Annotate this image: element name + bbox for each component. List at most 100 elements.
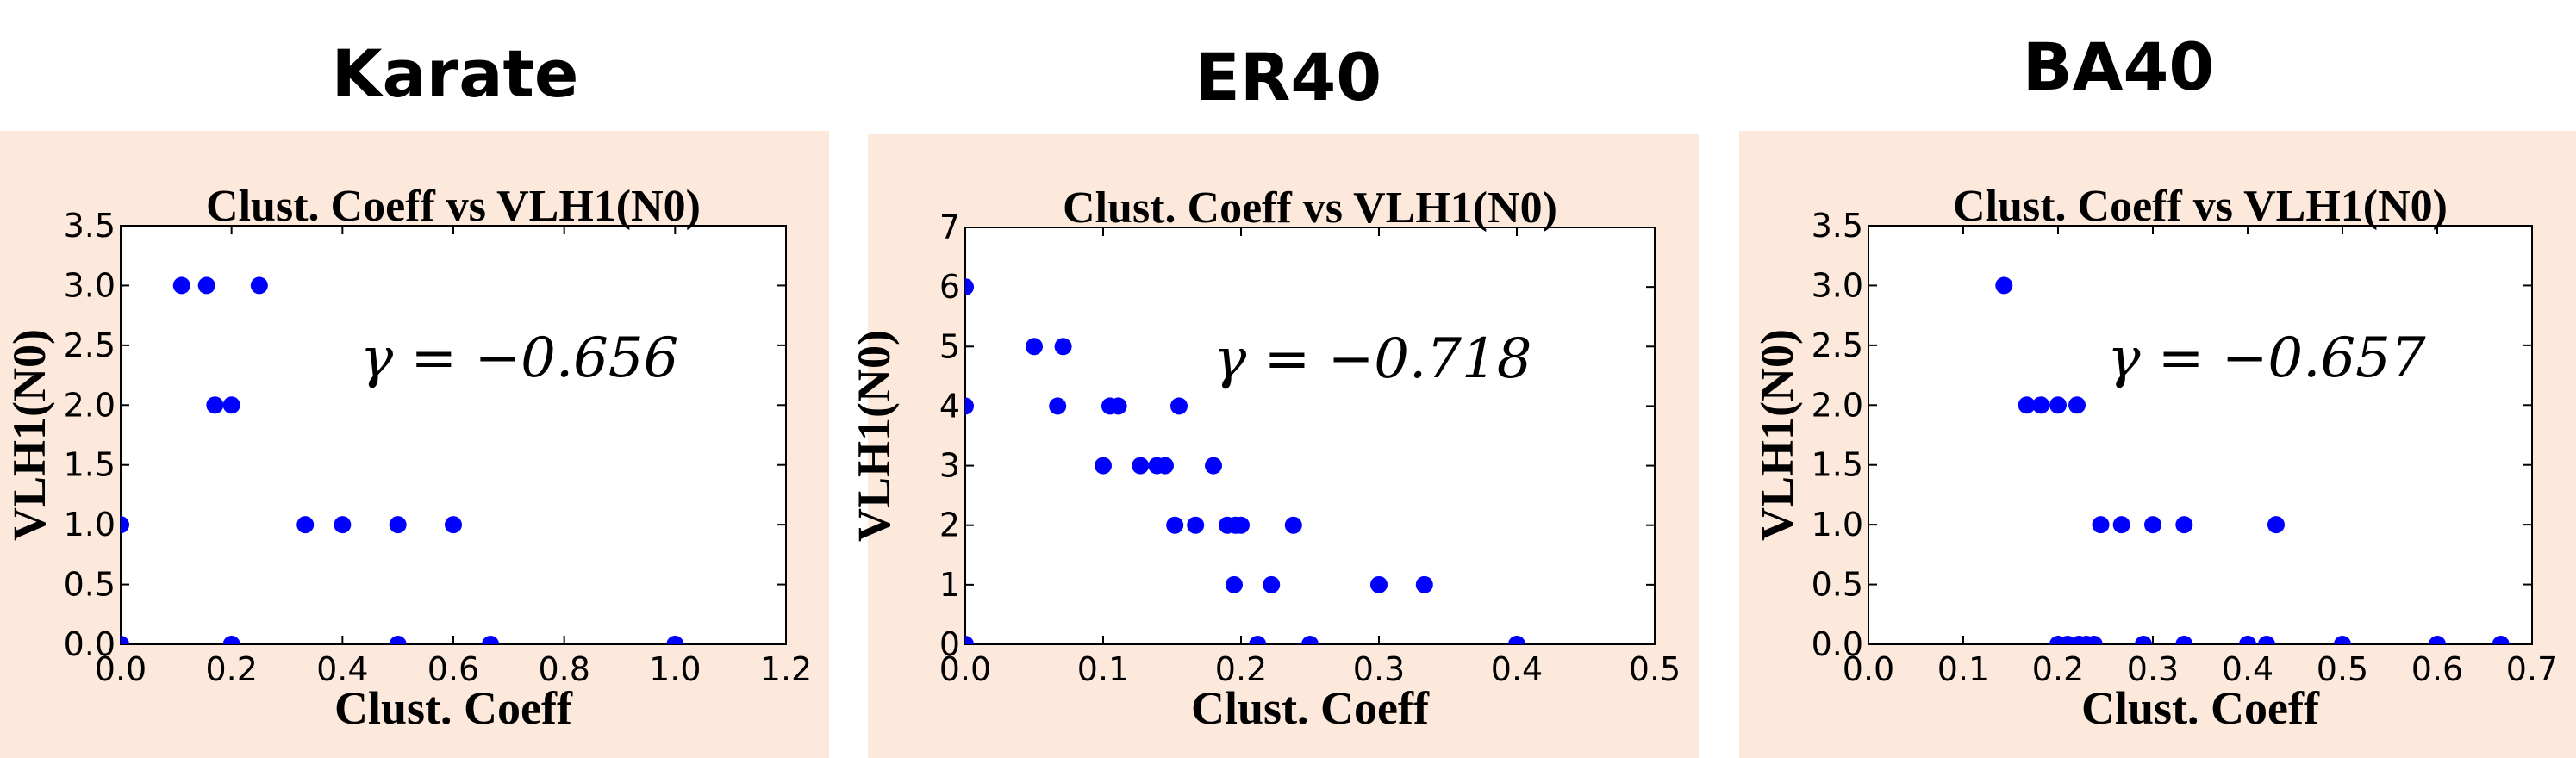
y-tick-label: 1.5 <box>64 446 115 484</box>
data-point <box>250 276 268 295</box>
data-point <box>1187 516 1205 534</box>
data-point <box>2492 636 2510 644</box>
data-point <box>1157 457 1174 475</box>
x-tick-label: 0.0 <box>939 650 991 688</box>
correlation-annotation: γ = −0.656 <box>360 326 678 390</box>
data-point <box>965 397 974 415</box>
x-tick-label: 0.1 <box>1077 650 1129 688</box>
x-tick-label: 1.2 <box>760 650 812 688</box>
scatter-points <box>1995 276 2510 644</box>
plot-area <box>964 227 1656 645</box>
data-point <box>296 516 315 534</box>
x-tick-label: 0.4 <box>316 650 368 688</box>
data-point <box>2135 636 2152 644</box>
x-tick-label: 0.6 <box>2411 650 2463 688</box>
y-tick-label: 2.0 <box>64 386 115 424</box>
data-point <box>1301 636 1319 644</box>
data-point <box>1370 575 1388 593</box>
x-axis-label: Clust. Coeff <box>334 682 573 734</box>
x-tick-label: 0.4 <box>2222 650 2273 688</box>
y-tick-label: 2.5 <box>1812 326 1863 364</box>
chart-title: Clust. Coeff vs VLH1(N0) <box>1063 183 1557 233</box>
chart-ba40: Clust. Coeff vs VLH1(N0) 0.0 0.1 0.2 0.3 0.4 0… <box>1739 131 2576 758</box>
data-point <box>965 278 974 296</box>
data-point <box>965 636 974 644</box>
heading-karate: Karate <box>331 35 579 112</box>
data-point <box>1249 636 1267 644</box>
chart-karate: Clust. Coeff vs VLH1(N0) 0.0 0.2 0.4 0.6 0.8 1… <box>0 131 829 758</box>
y-tick-label: 0 <box>939 625 960 663</box>
data-point <box>2068 396 2086 414</box>
data-point <box>666 636 684 644</box>
data-point <box>1995 276 2013 295</box>
y-tick-label: 1.5 <box>1812 446 1863 484</box>
plot-area <box>1868 225 2533 645</box>
data-point <box>1263 575 1281 593</box>
data-point <box>2049 396 2067 414</box>
heading-er40: ER40 <box>1194 39 1382 115</box>
scatter-points <box>121 276 684 644</box>
y-tick-label: 3.0 <box>1812 266 1863 304</box>
x-tick-label: 0.2 <box>1215 650 1267 688</box>
data-point <box>172 276 190 295</box>
y-tick-label: 0.5 <box>64 566 115 604</box>
x-tick-label: 0.5 <box>1629 650 1681 688</box>
data-point <box>2239 636 2256 644</box>
y-tick-label: 6 <box>939 268 960 306</box>
y-axis-label: VLH1(N0) <box>3 329 55 541</box>
x-tick-label: 0.3 <box>2127 650 2179 688</box>
y-tick-label: 2.0 <box>1812 386 1863 424</box>
data-point <box>1049 397 1067 415</box>
data-point <box>2267 516 2285 534</box>
data-point <box>334 516 352 534</box>
heading-ba40: BA40 <box>2022 28 2215 105</box>
y-tick-label: 2.5 <box>64 326 115 364</box>
x-tick-label: 0.1 <box>1937 650 1989 688</box>
y-tick-label: 2 <box>939 506 960 544</box>
y-tick-label: 0.5 <box>1812 566 1863 604</box>
x-tick-label: 0.7 <box>2506 650 2558 688</box>
data-point <box>1095 457 1112 475</box>
data-point <box>2085 636 2103 644</box>
y-tick-label: 3.0 <box>64 266 115 304</box>
data-point <box>2032 396 2050 414</box>
y-tick-label: 0.0 <box>64 625 115 663</box>
plot-area <box>120 225 787 645</box>
data-point <box>1415 575 1433 593</box>
x-tick-label: 0.2 <box>205 650 257 688</box>
x-tick-label: 0.3 <box>1353 650 1405 688</box>
data-point <box>2175 636 2193 644</box>
data-point <box>1284 516 1302 534</box>
data-point <box>2258 636 2275 644</box>
data-point <box>1109 397 1127 415</box>
data-point <box>121 516 129 534</box>
data-point <box>389 636 407 644</box>
data-point <box>445 516 462 534</box>
x-tick-label: 0.0 <box>95 650 147 688</box>
data-point <box>1508 636 1525 644</box>
data-point <box>2018 396 2036 414</box>
data-point <box>2112 516 2130 534</box>
y-tick-label: 5 <box>939 327 960 365</box>
correlation-annotation: γ = −0.657 <box>2107 326 2426 390</box>
data-point <box>1232 516 1250 534</box>
data-point <box>2334 636 2351 644</box>
y-tick-label: 3 <box>939 447 960 485</box>
x-tick-label: 0.6 <box>427 650 479 688</box>
chart-title: Clust. Coeff vs VLH1(N0) <box>206 182 701 231</box>
y-tick-label: 0.0 <box>1812 625 1863 663</box>
y-tick-label: 3.5 <box>1812 207 1863 245</box>
y-tick-label: 7 <box>939 208 960 246</box>
y-axis-label: VLH1(N0) <box>1751 329 1803 541</box>
data-point <box>2175 516 2193 534</box>
data-point <box>197 276 215 295</box>
x-tick-label: 0.0 <box>1843 650 1894 688</box>
data-point <box>389 516 407 534</box>
data-point <box>1132 457 1150 475</box>
data-point <box>1170 397 1188 415</box>
data-point <box>1166 516 1184 534</box>
data-point <box>206 396 224 414</box>
y-tick-label: 1 <box>939 566 960 604</box>
x-axis-label: Clust. Coeff <box>1191 682 1430 734</box>
